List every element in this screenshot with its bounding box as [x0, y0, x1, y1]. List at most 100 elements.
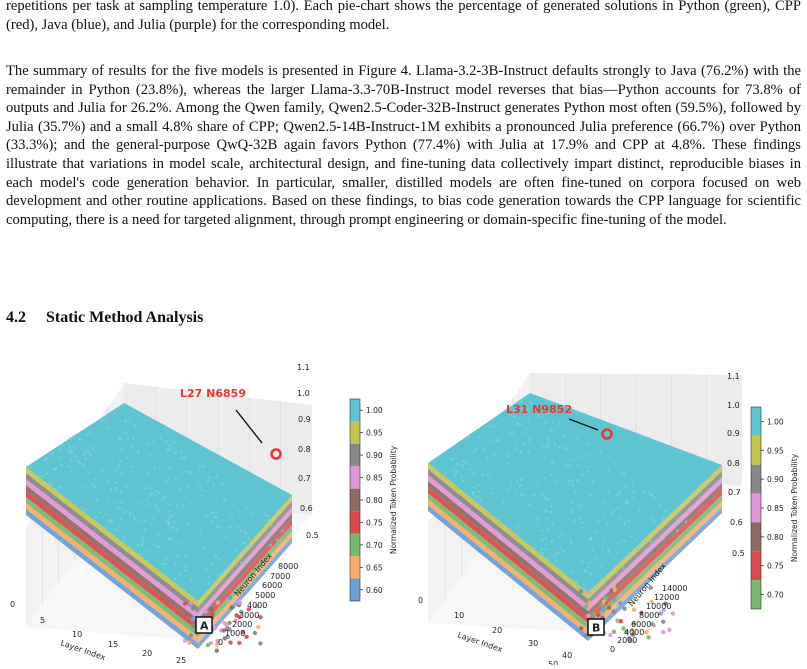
data-point [157, 545, 161, 549]
data-point [529, 402, 533, 406]
data-point [100, 418, 103, 421]
data-point [180, 457, 183, 460]
data-point [599, 577, 603, 581]
colorbar-tick-label: 1.00 [366, 406, 383, 415]
data-point [537, 413, 540, 417]
outlier-point [237, 600, 243, 606]
data-point [58, 448, 61, 452]
data-point [554, 479, 557, 482]
data-point [631, 481, 635, 485]
outlier-point [596, 612, 601, 618]
data-point [595, 502, 598, 506]
highlight-annotation-label: L31 N9852 [506, 403, 572, 416]
data-point [198, 484, 202, 488]
data-point [518, 483, 522, 487]
data-point [150, 425, 154, 429]
data-point [505, 488, 509, 491]
data-point [214, 515, 217, 519]
data-point [582, 582, 586, 586]
colorbar-tick-label: 0.75 [366, 518, 383, 527]
data-point [111, 520, 114, 523]
data-point [117, 464, 121, 468]
y-tick-label: 7000 [270, 572, 290, 581]
data-point [115, 501, 119, 505]
data-point [146, 452, 149, 456]
data-point [176, 504, 179, 507]
data-point [179, 487, 182, 490]
data-point [564, 464, 568, 468]
data-point [541, 539, 544, 542]
data-point [512, 409, 516, 413]
data-point [468, 468, 472, 471]
colorbar-tick-label: 0.95 [767, 446, 784, 455]
surface-side-band-front [26, 491, 198, 631]
data-point [210, 520, 214, 524]
data-point [505, 452, 509, 455]
data-point [91, 448, 95, 451]
y-tick-label: 6000 [262, 581, 282, 590]
colorbar-segment [751, 580, 761, 609]
outlier-point [182, 638, 188, 643]
data-point [68, 436, 72, 440]
data-point [577, 463, 580, 467]
outlier-point [215, 638, 220, 644]
x-tick-label: 30 [528, 639, 538, 648]
data-point [203, 546, 206, 550]
x-tick-label: 0 [418, 596, 423, 605]
data-point [249, 555, 253, 559]
data-point [268, 534, 272, 538]
data-point [152, 441, 155, 444]
outlier-point [191, 606, 196, 611]
data-point [476, 495, 480, 498]
data-point [516, 524, 519, 528]
data-point [67, 450, 71, 453]
data-point [550, 510, 553, 513]
outlier-point [229, 605, 234, 610]
data-point [93, 477, 96, 481]
data-point [586, 470, 590, 473]
colorbar-segment [350, 443, 360, 467]
data-point [143, 486, 147, 490]
outlier-point [234, 613, 239, 618]
highlight-marker [601, 428, 613, 440]
data-point [622, 566, 625, 569]
surface-side-band-right [588, 471, 722, 605]
outlier-point [649, 599, 654, 605]
data-point [220, 482, 223, 486]
outlier-point [667, 627, 672, 632]
outlier-point [639, 610, 644, 615]
data-point [530, 493, 534, 497]
data-point [652, 541, 656, 545]
x-tick-label: 0 [10, 600, 15, 609]
data-point [188, 592, 191, 596]
data-point [443, 471, 447, 474]
data-point [643, 549, 647, 553]
data-point [60, 463, 63, 467]
data-point [496, 470, 499, 474]
colorbar-label: Normalized Token Probability [389, 445, 398, 554]
data-point [114, 481, 117, 484]
data-point [115, 486, 118, 489]
outlier-point [644, 630, 649, 635]
data-point [571, 484, 574, 488]
y-tick-label: 14000 [662, 584, 687, 593]
outlier-point [215, 600, 221, 605]
data-point [664, 509, 667, 513]
data-point [215, 475, 219, 478]
data-point [155, 545, 159, 549]
data-point [167, 478, 170, 481]
data-point [580, 559, 584, 563]
data-point [663, 518, 666, 522]
data-point [490, 439, 494, 442]
data-point [137, 500, 140, 504]
outlier-point [214, 642, 220, 647]
data-point [510, 432, 514, 435]
data-point [514, 489, 518, 492]
data-point [166, 518, 169, 521]
data-point [120, 500, 124, 504]
data-point [650, 547, 653, 550]
data-point [562, 549, 566, 553]
data-point [104, 417, 108, 421]
colorbar-tick-label: 0.85 [366, 474, 383, 483]
data-point [200, 488, 204, 491]
